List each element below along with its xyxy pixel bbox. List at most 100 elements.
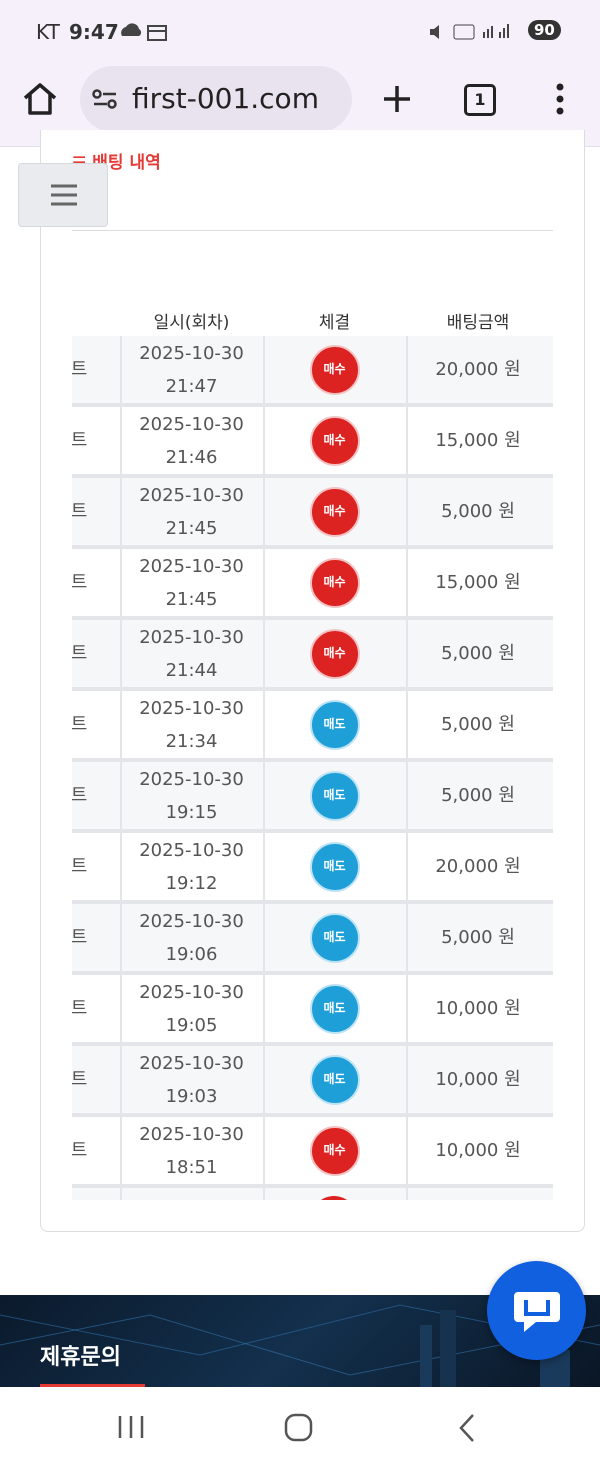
table-row: 트 2025-10-30 19:12 매도 20,000 원 [72, 833, 553, 904]
chat-icon [514, 1292, 560, 1332]
column-separator [120, 691, 122, 758]
back-button[interactable] [456, 1413, 478, 1443]
column-separator [120, 549, 122, 616]
menu-toggle[interactable] [18, 163, 108, 227]
table-row: 트 2025-10-30 18:51 매수 10,000 원 [72, 1117, 553, 1188]
table-header: 체결 [318, 313, 351, 333]
side-cell: 매수 [263, 549, 406, 616]
column-separator [406, 904, 408, 971]
side-cell: 매도 [263, 1046, 406, 1113]
column-separator [120, 1117, 122, 1184]
site-settings-icon[interactable] [92, 88, 118, 110]
column-separator [263, 620, 265, 687]
side-badge: 매도 [309, 983, 360, 1034]
game-cell: 트 [72, 430, 88, 451]
game-cell: 트 [72, 714, 88, 735]
game-cell: 트 [72, 856, 88, 877]
column-separator [406, 975, 408, 1042]
bet-date: 2025-10-30 [139, 1052, 244, 1074]
hamburger-icon [51, 184, 77, 206]
column-separator [263, 549, 265, 616]
bet-date: 2025-10-30 [139, 768, 244, 790]
table-row: 트 2025-10-30 19:05 매도 10,000 원 [72, 975, 553, 1046]
column-separator [120, 975, 122, 1042]
status-icons-left [121, 23, 167, 41]
table-row: 트 2025-10-30 21:34 매도 5,000 원 [72, 691, 553, 762]
table-row: 트 2025-10-30 21:45 매수 5,000 원 [72, 478, 553, 549]
address-bar[interactable]: first-001.com [80, 66, 352, 132]
game-cell: 트 [72, 1140, 88, 1161]
datetime-cell: 2025-10-30 19:05 [120, 975, 263, 1042]
side-badge: 매도 [309, 912, 360, 963]
game-cell: 트 [72, 501, 88, 522]
side-badge: 매수 [309, 557, 360, 608]
column-separator [120, 336, 122, 403]
table-row: 트 2025-10-30 19:15 매도 5,000 원 [72, 762, 553, 833]
clock: 9:47 [69, 20, 119, 44]
column-separator [263, 407, 265, 474]
side-badge: 매수 [309, 1125, 360, 1176]
column-separator [263, 904, 265, 971]
side-badge: 매수 [309, 344, 360, 395]
bet-date: 2025-10-30 [139, 484, 244, 506]
bet-time: 21:46 [165, 446, 218, 468]
bet-time: 19:06 [165, 943, 218, 965]
bet-time: 19:15 [165, 801, 218, 823]
home-nav-button[interactable] [284, 1413, 314, 1443]
battery: 90 [528, 20, 561, 40]
amount-cell: 5,000 원 [441, 927, 515, 948]
system-nav [0, 1387, 600, 1467]
bet-time: 21:45 [165, 588, 218, 610]
side-badge: 매도 [309, 841, 360, 892]
bet-date: 2025-10-30 [139, 342, 244, 364]
column-separator [120, 762, 122, 829]
more-menu[interactable] [550, 82, 570, 116]
bet-date: 2025-10-30 [139, 981, 244, 1003]
chat-button[interactable] [487, 1261, 586, 1360]
url: first-001.com [132, 82, 319, 115]
column-separator [120, 620, 122, 687]
bet-date: 2025-10-30 [139, 1123, 244, 1145]
column-separator [120, 407, 122, 474]
column-separator [263, 478, 265, 545]
amount-cell: 15,000 원 [435, 572, 521, 593]
bet-time: 19:05 [165, 1014, 218, 1036]
side-cell: 매수 [263, 478, 406, 545]
table-row: 트 2025-10-30 21:46 매수 15,000 원 [72, 407, 553, 478]
column-separator [263, 336, 265, 403]
amount-cell: 20,000 원 [435, 359, 521, 380]
side-badge: 매도 [309, 1054, 360, 1105]
column-separator [263, 975, 265, 1042]
amount-cell: 10,000 원 [435, 1069, 521, 1090]
tab-count[interactable]: 1 [464, 84, 496, 116]
home-button[interactable] [22, 82, 58, 116]
recents-button[interactable] [116, 1413, 146, 1441]
bet-date: 2025-10-30 [139, 910, 244, 932]
column-separator [263, 1046, 265, 1113]
bet-date: 2025-10-30 [139, 555, 244, 577]
column-separator [406, 762, 408, 829]
bet-time: 21:44 [165, 659, 218, 681]
bet-date: 2025-10-30 [139, 697, 244, 719]
table-row: 트 2025-10-30 19:06 매도 5,000 원 [72, 904, 553, 975]
column-separator [120, 833, 122, 900]
new-tab-button[interactable] [382, 84, 412, 114]
table-row-partial [72, 1188, 553, 1200]
amount-cell: 20,000 원 [435, 856, 521, 877]
status-bar: KT 9:47 90 [0, 0, 600, 52]
game-cell: 트 [72, 359, 88, 380]
amount-cell: 10,000 원 [435, 998, 521, 1019]
bet-time: 18:51 [165, 1156, 218, 1178]
column-separator [120, 1046, 122, 1113]
side-cell: 매도 [263, 904, 406, 971]
column-separator [120, 904, 122, 971]
game-cell: 트 [72, 572, 88, 593]
bet-time: 21:45 [165, 517, 218, 539]
datetime-cell: 2025-10-30 18:51 [120, 1117, 263, 1184]
datetime-cell: 2025-10-30 19:03 [120, 1046, 263, 1113]
column-separator [406, 620, 408, 687]
amount-cell: 10,000 원 [435, 1140, 521, 1161]
bet-time: 21:47 [165, 375, 218, 397]
datetime-cell: 2025-10-30 21:44 [120, 620, 263, 687]
